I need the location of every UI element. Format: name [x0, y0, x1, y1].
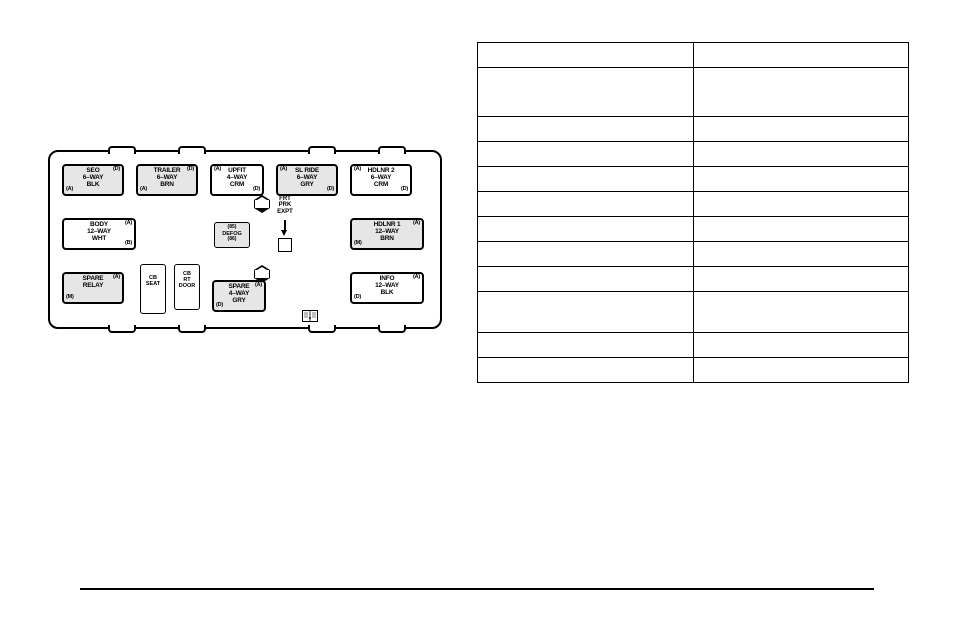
- corner-label: (D): [216, 303, 223, 309]
- table-cell: [693, 358, 909, 383]
- table-cell: [478, 192, 694, 217]
- corner-label: (A): [66, 187, 73, 193]
- table-cell: [478, 68, 694, 117]
- table-cell: [478, 267, 694, 292]
- corner-label: (A): [354, 167, 361, 173]
- panel-tab: [108, 146, 136, 154]
- table-row: [478, 292, 909, 333]
- conn-info: (A) (D) INFO 12–WAY BLK: [350, 272, 424, 304]
- table-row: [478, 358, 909, 383]
- cb-rt-door: CB RT DOOR: [174, 264, 200, 310]
- cb-seat-l2: SEAT: [141, 281, 165, 287]
- panel-tab: [308, 146, 336, 154]
- corner-label: (B): [125, 241, 132, 247]
- cb-seat: CB SEAT: [140, 264, 166, 314]
- table-row: [478, 333, 909, 358]
- table-cell: [478, 117, 694, 142]
- corner-label: (A): [113, 275, 120, 281]
- corner-label: (D): [253, 187, 260, 193]
- corner-label: (A): [413, 221, 420, 227]
- table-cell: [478, 333, 694, 358]
- connector-panel: (A) (D) SEO 6–WAY BLK (A) (D) TRAILER 6–…: [48, 150, 442, 329]
- spec-table: [477, 42, 909, 383]
- hex-icon: [254, 270, 270, 278]
- table-cell: [693, 217, 909, 242]
- table-cell: [693, 192, 909, 217]
- panel-tab: [178, 146, 206, 154]
- table-cell: [693, 117, 909, 142]
- defog-relay: (85) DEFOG (86): [214, 222, 250, 248]
- corner-label: (D): [187, 167, 194, 173]
- conn-line: WHT: [64, 236, 134, 243]
- conn-hdlnr1: (A) (M) HDLNR 1 12–WAY BRN: [350, 218, 424, 250]
- table-cell: [693, 292, 909, 333]
- table-row: [478, 142, 909, 167]
- hex-icon: [254, 200, 270, 208]
- conn-sl-ride: (A) (D) SL RIDE 6–WAY GRY: [276, 164, 338, 196]
- corner-label: (A): [214, 167, 221, 173]
- conn-seo: (A) (D) SEO 6–WAY BLK: [62, 164, 124, 196]
- corner-label: (A): [140, 187, 147, 193]
- conn-upfit: (A) (D) UPFIT 4–WAY CRM: [210, 164, 264, 196]
- corner-label: (A): [280, 167, 287, 173]
- panel-tab: [108, 325, 136, 333]
- frt-prk-expt-label: FRT PRK EXPT: [272, 196, 298, 215]
- conn-body: (A) (B) BODY 12–WAY WHT: [62, 218, 136, 250]
- table-row: [478, 192, 909, 217]
- cb-door-l3: DOOR: [175, 283, 199, 289]
- panel-tab: [378, 325, 406, 333]
- table-row: [478, 117, 909, 142]
- expt-connector-box: [278, 238, 292, 252]
- panel-tab: [308, 325, 336, 333]
- table-cell: [693, 267, 909, 292]
- table-cell: [693, 242, 909, 267]
- conn-line: BLK: [352, 290, 422, 297]
- defog-bot: (86): [215, 237, 249, 243]
- arrow-stem: [284, 220, 286, 230]
- table-cell: [478, 292, 694, 333]
- table-row: [478, 242, 909, 267]
- corner-label: (M): [354, 241, 362, 247]
- arrow-down-icon: [281, 230, 287, 236]
- conn-line: BRN: [352, 236, 422, 243]
- corner-label: (D): [354, 295, 361, 301]
- corner-label: (M): [66, 295, 74, 301]
- table-row: [478, 217, 909, 242]
- corner-label: (D): [327, 187, 334, 193]
- conn-trailer: (A) (D) TRAILER 6–WAY BRN: [136, 164, 198, 196]
- panel-tab: [178, 325, 206, 333]
- table-cell: [693, 333, 909, 358]
- corner-label: (D): [113, 167, 120, 173]
- corner-label: (A): [125, 221, 132, 227]
- manual-book-icon: [302, 310, 318, 322]
- corner-label: (A): [255, 283, 262, 289]
- table-cell: [478, 167, 694, 192]
- table-cell: [693, 142, 909, 167]
- conn-spare-4way: (A) (D) SPARE 4–WAY GRY: [212, 280, 266, 312]
- corner-label: (A): [413, 275, 420, 281]
- conn-line: RELAY: [64, 283, 122, 290]
- conn-hdlnr2: (A) (D) HDLNR 2 6–WAY CRM: [350, 164, 412, 196]
- table-cell: [478, 358, 694, 383]
- corner-label: (D): [401, 187, 408, 193]
- table-cell: [693, 43, 909, 68]
- table-row: [478, 43, 909, 68]
- page-divider: [80, 588, 874, 590]
- table-cell: [693, 167, 909, 192]
- table-row: [478, 68, 909, 117]
- table-cell: [478, 43, 694, 68]
- table-row: [478, 267, 909, 292]
- table-row: [478, 167, 909, 192]
- table-cell: [693, 68, 909, 117]
- table-cell: [478, 242, 694, 267]
- table-cell: [478, 217, 694, 242]
- panel-tab: [378, 146, 406, 154]
- table-cell: [478, 142, 694, 167]
- conn-spare-relay: (A) (M) SPARE RELAY: [62, 272, 124, 304]
